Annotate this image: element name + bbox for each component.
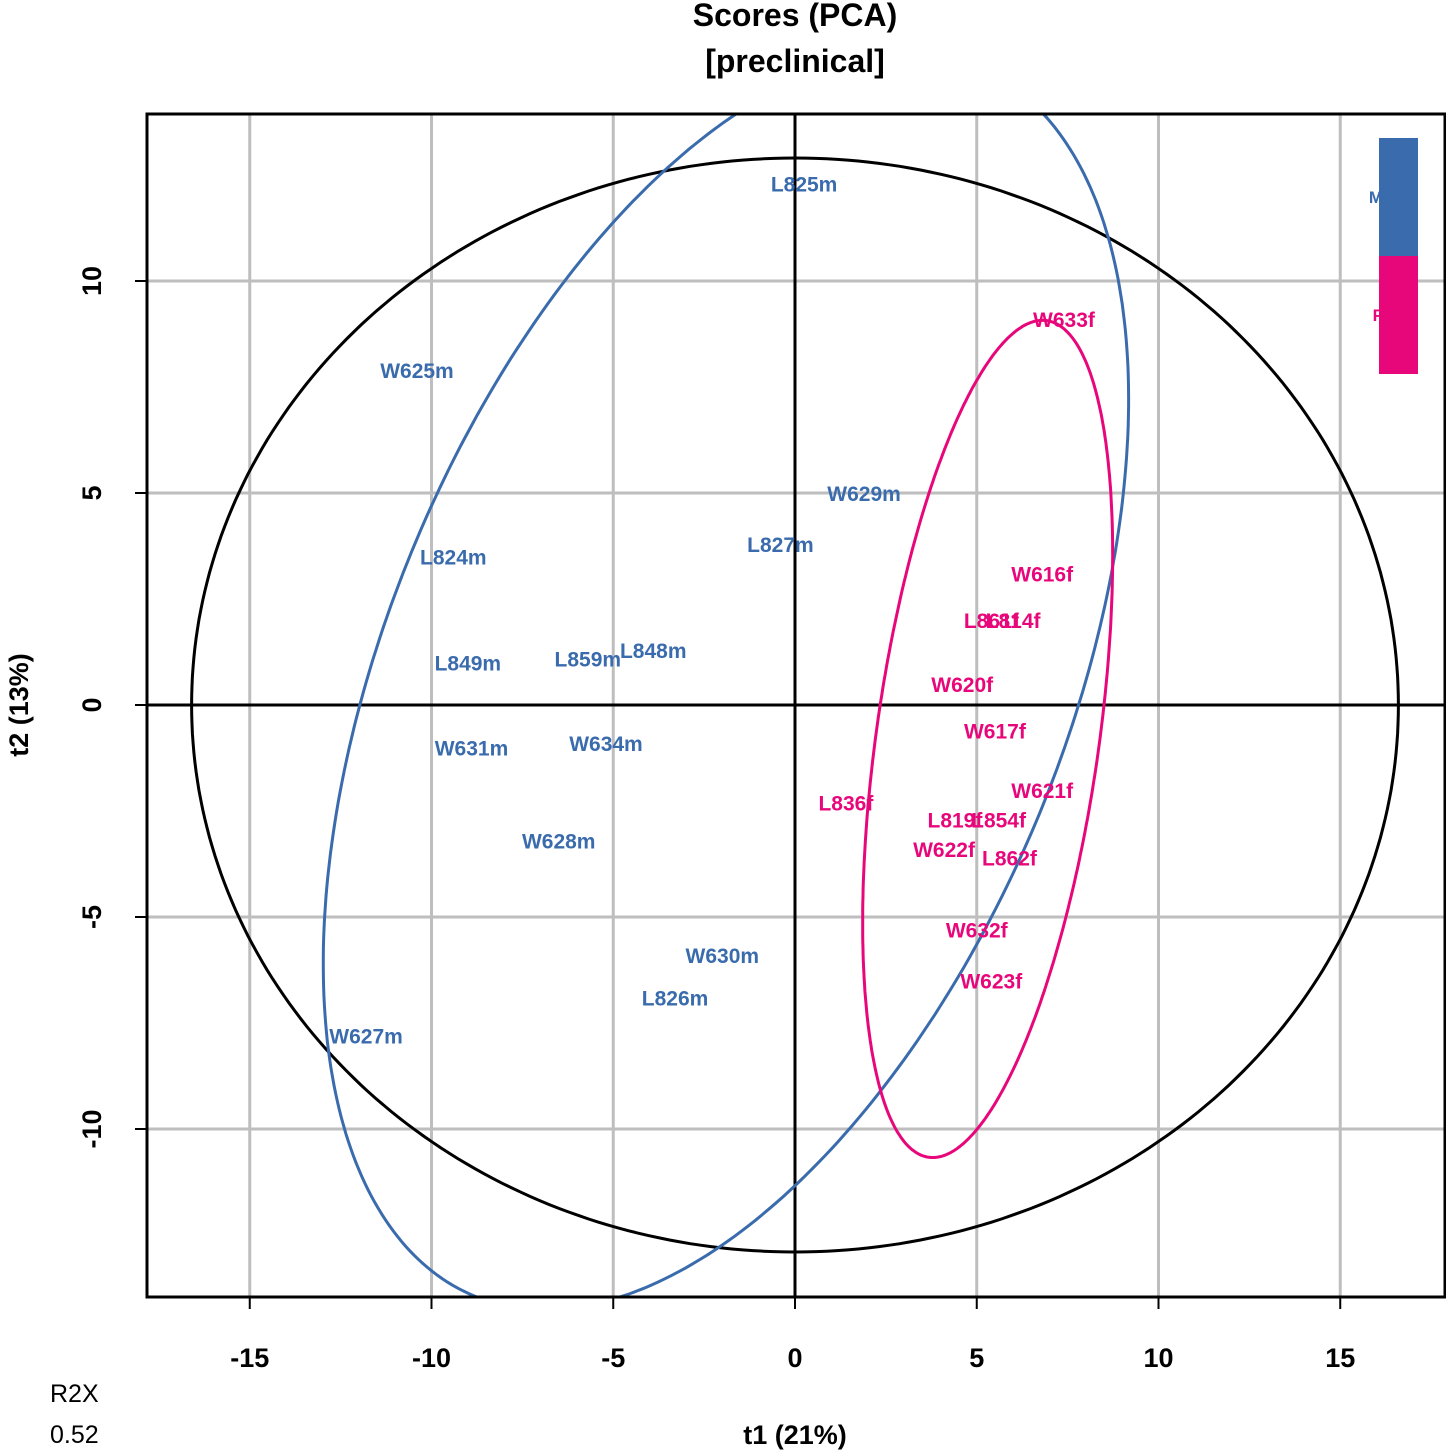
x-axis-title: t1 (21%) bbox=[743, 1420, 847, 1450]
point-label-l848m: L848m bbox=[620, 640, 687, 663]
confidence-ellipses bbox=[190, 114, 1400, 1297]
x-tick-label: -10 bbox=[412, 1343, 451, 1373]
point-label-l819f: L819f bbox=[928, 809, 984, 832]
point-label-w616f: W616f bbox=[1011, 564, 1074, 587]
x-tick-label: 5 bbox=[969, 1343, 984, 1373]
legend-label-m: M bbox=[1369, 188, 1383, 207]
y-tick-label: -5 bbox=[77, 905, 107, 929]
point-label-l826m: L826m bbox=[642, 988, 709, 1011]
y-tick-label: -10 bbox=[77, 1109, 107, 1148]
point-label-w634m: W634m bbox=[569, 733, 643, 756]
x-tick-label: -5 bbox=[601, 1343, 625, 1373]
point-label-w629m: W629m bbox=[827, 483, 901, 506]
x-tick-label: 15 bbox=[1325, 1343, 1355, 1373]
x-axis-ticks: -15 -10 -5 0 5 10 15 bbox=[230, 1297, 1355, 1373]
point-label-w617f: W617f bbox=[964, 720, 1027, 743]
point-label-w627m: W627m bbox=[329, 1026, 403, 1049]
r2x-value: 0.52 bbox=[50, 1421, 99, 1449]
y-tick-label: 0 bbox=[77, 697, 107, 712]
point-label-w630m: W630m bbox=[686, 945, 760, 968]
point-label-l824m: L824m bbox=[420, 547, 487, 570]
point-label-w628m: W628m bbox=[522, 831, 596, 854]
x-tick-label: 0 bbox=[787, 1343, 802, 1373]
point-label-l814f: L814f bbox=[986, 610, 1042, 633]
point-label-l836f: L836f bbox=[818, 793, 874, 816]
zero-reference-lines bbox=[147, 114, 1445, 1297]
r2x-label: R2X bbox=[50, 1380, 99, 1408]
point-label-w620f: W620f bbox=[931, 674, 994, 697]
point-label-l849m: L849m bbox=[435, 653, 502, 676]
ellipse-f bbox=[861, 318, 1115, 1159]
y-axis-ticks: -10 -5 0 5 10 bbox=[77, 266, 147, 1149]
ellipse-hotelling bbox=[190, 156, 1400, 1254]
x-tick-label: 10 bbox=[1143, 1343, 1173, 1373]
point-label-w622f: W622f bbox=[913, 839, 976, 862]
ellipse-m bbox=[321, 114, 1131, 1297]
legend-label-f: F bbox=[1373, 306, 1383, 325]
x-tick-label: -15 bbox=[230, 1343, 269, 1373]
point-label-w625m: W625m bbox=[380, 360, 454, 383]
point-label-w623f: W623f bbox=[960, 971, 1023, 994]
chart-title: Scores (PCA) bbox=[693, 0, 898, 33]
chart-subtitle: [preclinical] bbox=[705, 43, 885, 79]
legend-swatch-m bbox=[1379, 138, 1418, 256]
y-axis-title: t2 (13%) bbox=[4, 653, 34, 757]
y-tick-label: 10 bbox=[77, 266, 107, 296]
point-label-w632f: W632f bbox=[946, 920, 1009, 943]
point-label-l859m: L859m bbox=[555, 648, 622, 671]
point-label-l827m: L827m bbox=[747, 534, 814, 557]
legend-swatch-f bbox=[1379, 256, 1418, 374]
point-label-l854f: L854f bbox=[971, 809, 1027, 832]
legend: MF bbox=[1369, 138, 1418, 374]
point-label-l861f: L861f bbox=[964, 610, 1020, 633]
point-label-l825m: L825m bbox=[771, 173, 838, 196]
point-label-w621f: W621f bbox=[1011, 780, 1074, 803]
point-label-w631m: W631m bbox=[435, 737, 509, 760]
point-label-l862f: L862f bbox=[982, 848, 1038, 871]
point-label-w633f: W633f bbox=[1033, 309, 1096, 332]
y-tick-label: 5 bbox=[77, 485, 107, 500]
